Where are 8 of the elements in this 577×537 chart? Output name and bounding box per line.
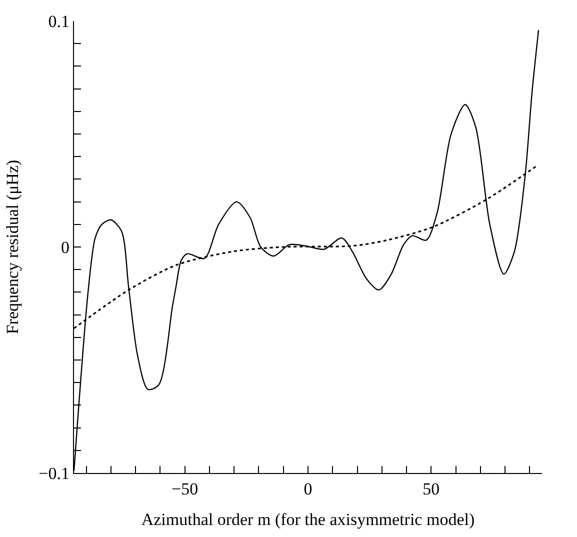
y-tick-label: 0.1 [48, 12, 70, 31]
y-axis-title: Frequency residual (μHz) [3, 160, 22, 334]
x-axis-title: Azimuthal order m (for the axisymmetric model) [141, 510, 475, 529]
x-tick-label: −50 [172, 480, 198, 498]
y-tick-label: 0 [61, 238, 70, 257]
y-tick-label: −0.1 [38, 464, 70, 483]
x-tick-label: 50 [422, 480, 440, 498]
x-tick-label: 0 [304, 480, 312, 498]
